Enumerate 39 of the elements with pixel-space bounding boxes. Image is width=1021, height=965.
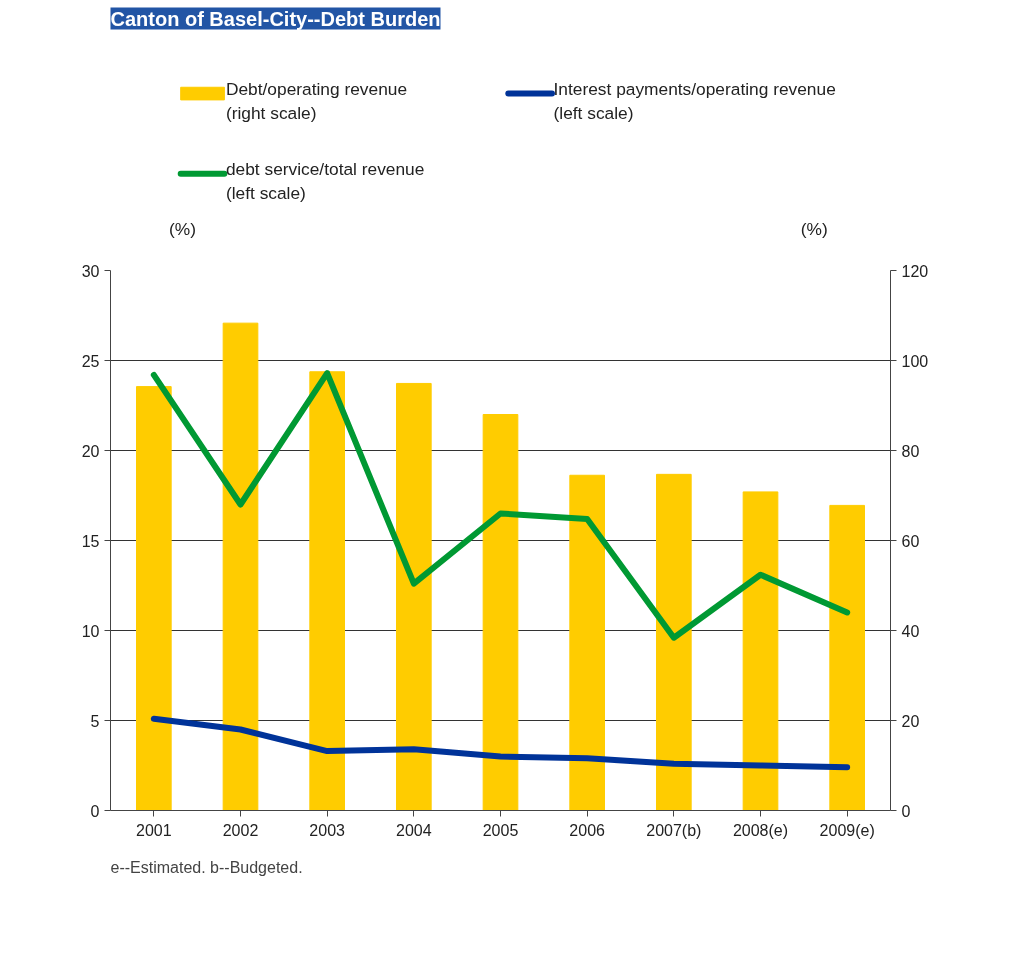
y-tick-label: 10	[81, 622, 100, 640]
y2-tick-label: 80	[901, 442, 920, 460]
bar	[742, 491, 779, 811]
x-tick-label: 2009(e)	[819, 821, 875, 839]
y-tick-label: 5	[90, 712, 100, 730]
x-tick-label: 2002	[222, 821, 259, 839]
x-tick-label: 2004	[396, 821, 432, 839]
bar	[656, 473, 692, 811]
bar	[136, 386, 172, 811]
bar	[829, 504, 865, 811]
text: e--Estimated. b--Budgeted.	[110, 858, 303, 876]
y2-tick-label: 100	[901, 352, 929, 370]
y-tick-label: 15	[81, 532, 100, 550]
bar	[309, 371, 345, 811]
y-tick-label: 20	[81, 442, 100, 460]
y2-tick-label: 40	[901, 622, 920, 640]
bar	[482, 414, 519, 811]
y2-tick-label: 20	[901, 712, 920, 730]
legend-label: debt service/total revenue (left scale)	[225, 158, 425, 203]
y-tick-label: 30	[81, 262, 100, 280]
y2-axis-title: (%)	[800, 219, 828, 240]
y2-tick-label: 0	[901, 802, 911, 820]
y-axis-title: (%)	[169, 219, 196, 240]
y2-tick-label: 60	[901, 532, 920, 550]
bar	[222, 322, 259, 811]
x-tick-label: 2006	[569, 821, 606, 839]
y2-tick-label: 120	[901, 262, 929, 280]
y-tick-label: 25	[81, 352, 100, 370]
legend-label: Debt/operating revenue (right scale)	[225, 78, 408, 123]
x-tick-label: 2005	[482, 821, 519, 839]
x-tick-label: 2003	[309, 821, 346, 839]
x-tick-label: 2001	[136, 821, 172, 839]
bar	[569, 474, 605, 811]
chart-title: Canton of Basel-City--Debt Burden	[110, 7, 441, 30]
bar	[396, 382, 432, 811]
y-tick-label: 0	[90, 802, 100, 820]
x-tick-label: 2008(e)	[732, 821, 789, 839]
legend-label: Interest payments/operating revenue (left scale)	[553, 78, 836, 123]
x-tick-label: 2007(b)	[646, 821, 702, 839]
